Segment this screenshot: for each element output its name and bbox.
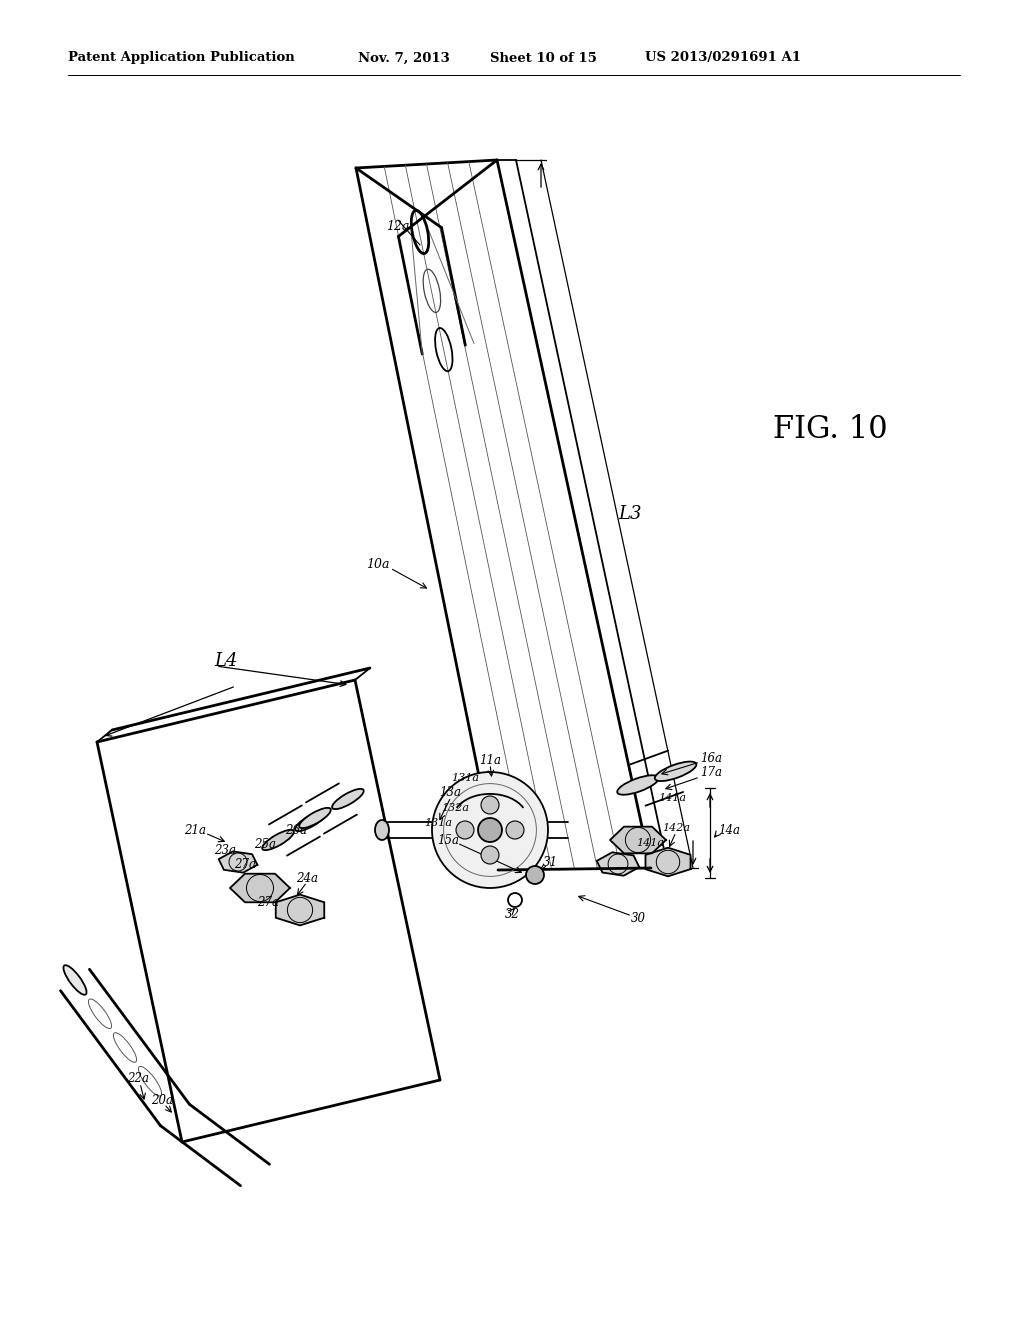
Text: 17a: 17a (700, 767, 722, 780)
Text: 21a: 21a (184, 824, 206, 837)
Text: 27a: 27a (234, 858, 256, 871)
Polygon shape (219, 851, 257, 873)
Text: 131a: 131a (424, 818, 452, 828)
Circle shape (481, 796, 499, 814)
Circle shape (481, 846, 499, 865)
Text: L4: L4 (214, 652, 238, 671)
Polygon shape (610, 826, 666, 853)
Text: 14a: 14a (718, 824, 740, 837)
Polygon shape (230, 874, 290, 903)
Ellipse shape (654, 762, 696, 781)
Circle shape (456, 821, 474, 840)
Text: 23a: 23a (214, 843, 236, 857)
Text: 11a: 11a (479, 754, 501, 767)
Text: 20a: 20a (151, 1093, 173, 1106)
Polygon shape (645, 847, 690, 876)
Ellipse shape (375, 820, 389, 840)
Ellipse shape (332, 789, 364, 809)
Text: 26a: 26a (285, 824, 307, 837)
Ellipse shape (617, 775, 658, 795)
Text: 13a: 13a (439, 787, 461, 800)
Text: 32: 32 (505, 908, 519, 921)
Circle shape (526, 866, 544, 884)
Text: 31: 31 (543, 855, 557, 869)
Text: 15a: 15a (437, 833, 459, 846)
Polygon shape (275, 895, 325, 925)
Text: 132a: 132a (441, 803, 469, 813)
Text: Sheet 10 of 15: Sheet 10 of 15 (490, 51, 597, 65)
Ellipse shape (262, 830, 294, 850)
Ellipse shape (299, 808, 331, 828)
Text: 24a: 24a (296, 871, 318, 884)
Text: 141a: 141a (636, 838, 664, 847)
Text: 25a: 25a (254, 838, 276, 851)
Text: L3: L3 (618, 506, 642, 523)
Text: Patent Application Publication: Patent Application Publication (68, 51, 295, 65)
Circle shape (432, 772, 548, 888)
Ellipse shape (63, 965, 87, 995)
Text: 30: 30 (631, 912, 645, 924)
Text: 10a: 10a (367, 558, 390, 572)
Text: 131a: 131a (451, 774, 479, 783)
Circle shape (478, 818, 502, 842)
Text: Nov. 7, 2013: Nov. 7, 2013 (358, 51, 450, 65)
Text: FIG. 10: FIG. 10 (773, 414, 888, 446)
Ellipse shape (295, 810, 327, 832)
Text: 142a: 142a (662, 822, 690, 833)
Text: 22a: 22a (127, 1072, 150, 1085)
Text: US 2013/0291691 A1: US 2013/0291691 A1 (645, 51, 801, 65)
Text: 27a: 27a (257, 895, 279, 908)
Polygon shape (597, 853, 639, 875)
Text: 141a: 141a (658, 793, 686, 803)
Text: 16a: 16a (700, 751, 722, 764)
Circle shape (506, 821, 524, 840)
Text: 12a: 12a (386, 220, 410, 234)
